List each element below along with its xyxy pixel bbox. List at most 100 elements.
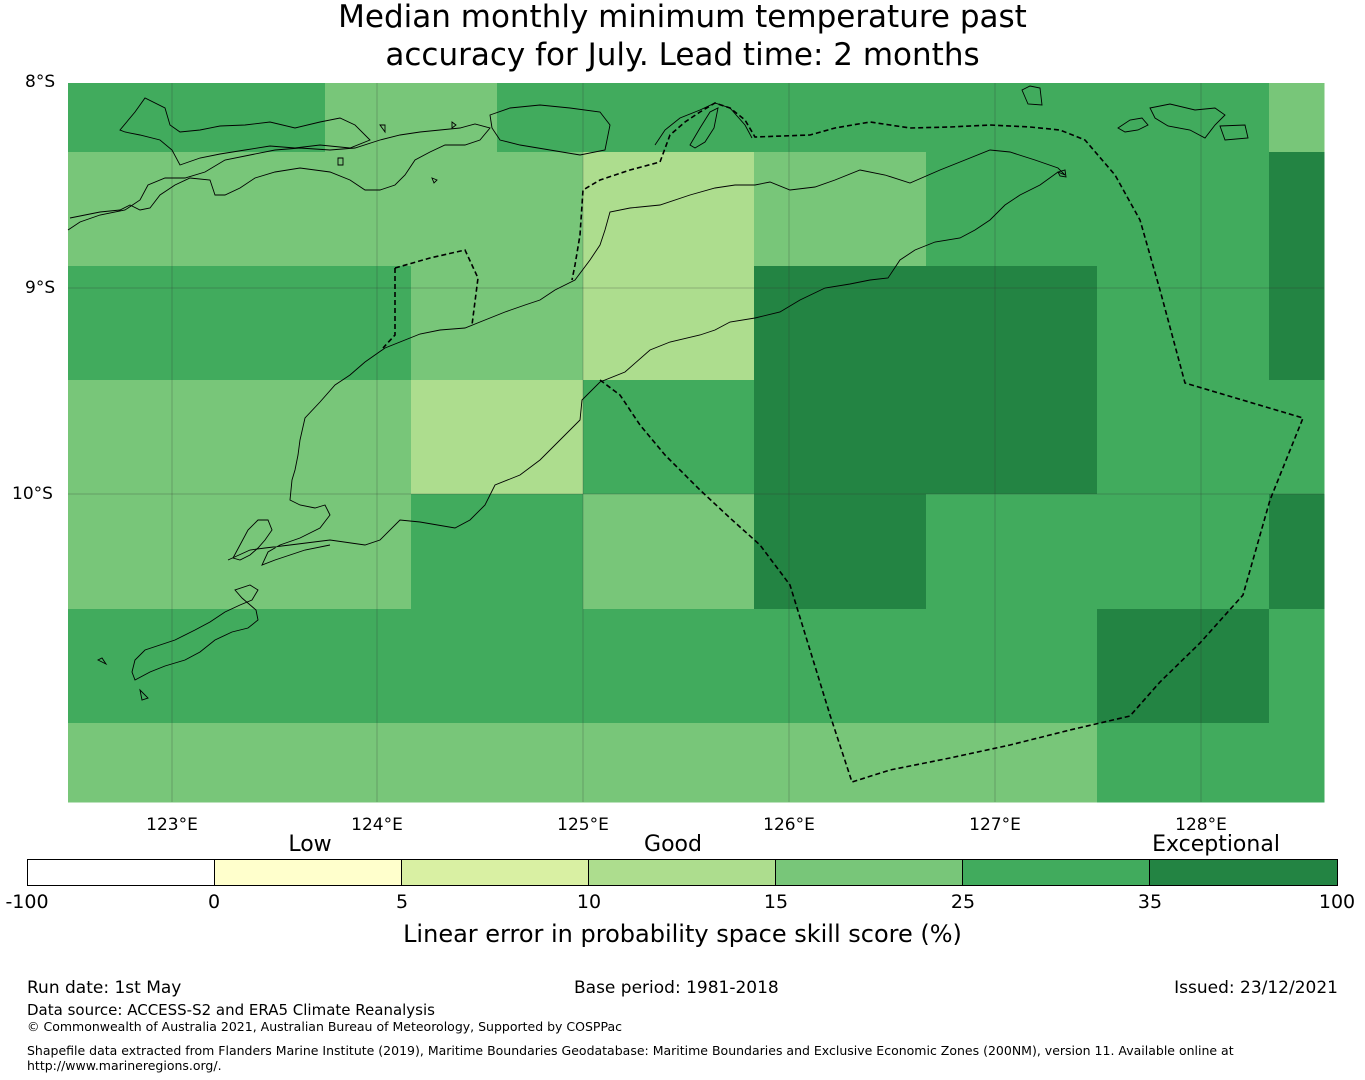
oecusse-boundary (394, 249, 479, 326)
skill-cell (1269, 609, 1325, 724)
skill-cell (1012, 494, 1098, 610)
shapefile-credit-line-1: Shapefile data extracted from Flanders M… (27, 1043, 1234, 1058)
colorbar-tick: 0 (207, 891, 221, 913)
colorbar (27, 859, 1338, 886)
skill-cell (154, 609, 241, 724)
skill-cell (1097, 380, 1184, 495)
skill-cell (240, 83, 326, 153)
skill-cell (583, 609, 670, 724)
issued-date: Issued: 23/12/2021 (1174, 978, 1338, 998)
skill-cell (1097, 723, 1184, 803)
jaco-coastline (1057, 169, 1067, 178)
colorbar-tick: 15 (763, 891, 789, 913)
skill-cell (669, 609, 755, 724)
skill-cell (669, 723, 755, 803)
skill-cell (583, 152, 670, 267)
skill-cell (669, 83, 755, 153)
skill-cell (1269, 83, 1325, 153)
coastlines (67, 85, 1249, 701)
skill-cell (1269, 380, 1325, 495)
skill-cell (411, 266, 498, 381)
leti-moa-coastline (1117, 103, 1249, 141)
skill-cell (154, 266, 241, 381)
skill-cell (926, 609, 1013, 724)
skill-cell (1269, 152, 1325, 267)
skill-cell (325, 723, 412, 803)
skill-cell (68, 83, 155, 153)
skill-cell (926, 83, 1013, 153)
skill-cell (583, 380, 670, 495)
colorbar-tick: 35 (1137, 891, 1163, 913)
data-source: Data source: ACCESS-S2 and ERA5 Climate … (27, 1001, 435, 1019)
skill-cell (1183, 494, 1270, 610)
skill-cell (840, 609, 927, 724)
base-period: Base period: 1981-2018 (574, 978, 779, 998)
skill-cell (240, 494, 326, 610)
skill-cell (1097, 266, 1184, 381)
skill-cell (926, 152, 1013, 267)
skill-cell (583, 266, 670, 381)
colorbar-segment (589, 860, 776, 885)
colorbar-tick: 25 (950, 891, 976, 913)
skill-cell (669, 152, 755, 267)
lat-label-10s: 10°S (12, 484, 53, 504)
maritime-boundaries (382, 102, 1305, 784)
skill-cell (411, 380, 498, 495)
skill-cell (411, 152, 498, 267)
colorbar-segment (402, 860, 589, 885)
skill-cell (1183, 266, 1270, 381)
skill-cell (240, 609, 326, 724)
skill-cell (68, 152, 155, 267)
skill-cell (583, 494, 670, 610)
colorbar-tick: -100 (5, 891, 49, 913)
skill-cell (1269, 266, 1325, 381)
skill-cell (154, 380, 241, 495)
skill-cell (754, 83, 841, 153)
skill-cell (497, 83, 584, 153)
graticule (68, 83, 1324, 802)
skill-cell (411, 83, 498, 153)
skill-cell (1097, 494, 1184, 610)
category-good: Good (644, 832, 702, 857)
wetar-east-coastline (654, 102, 753, 146)
oecusse-west-boundary (382, 268, 396, 349)
skill-cell (325, 494, 412, 610)
skill-cell (583, 723, 670, 803)
lat-label-8s: 8°S (25, 72, 56, 92)
skill-cell (669, 494, 755, 610)
skill-cell (1269, 494, 1325, 610)
skill-cell (754, 723, 841, 803)
timor-coastline (227, 149, 1066, 566)
skill-cell (1183, 380, 1270, 495)
wetar-coastline (489, 104, 611, 156)
skill-cell (68, 723, 155, 803)
skill-cell (411, 609, 498, 724)
lon-label-127e: 127°E (969, 815, 1021, 835)
skill-cell (68, 494, 155, 610)
colorbar-segment (963, 860, 1150, 885)
run-date: Run date: 1st May (27, 978, 182, 998)
atauro-coastline (689, 107, 719, 149)
small-island-coastline (337, 121, 457, 184)
skill-cell (68, 380, 155, 495)
skill-cell (583, 83, 670, 153)
skill-cell (411, 723, 498, 803)
skill-cell (754, 152, 841, 267)
skill-cell (840, 152, 927, 267)
lon-label-125e: 125°E (557, 815, 609, 835)
skill-cell (926, 494, 1013, 610)
skill-cell (240, 266, 326, 381)
title-line-1: Median monthly minimum temperature past (338, 0, 1027, 35)
ndao-coastline (96, 657, 149, 701)
skill-cell (1012, 380, 1098, 495)
kisar-coastline (1021, 85, 1043, 106)
colorbar-tick: 100 (1318, 891, 1356, 913)
skill-cell (754, 609, 841, 724)
skill-cell (840, 266, 927, 381)
skill-cell (840, 380, 927, 495)
skill-cell (1269, 723, 1325, 803)
skill-cell (240, 723, 326, 803)
alor-pantar-coastline (67, 123, 491, 231)
skill-cell (840, 83, 927, 153)
